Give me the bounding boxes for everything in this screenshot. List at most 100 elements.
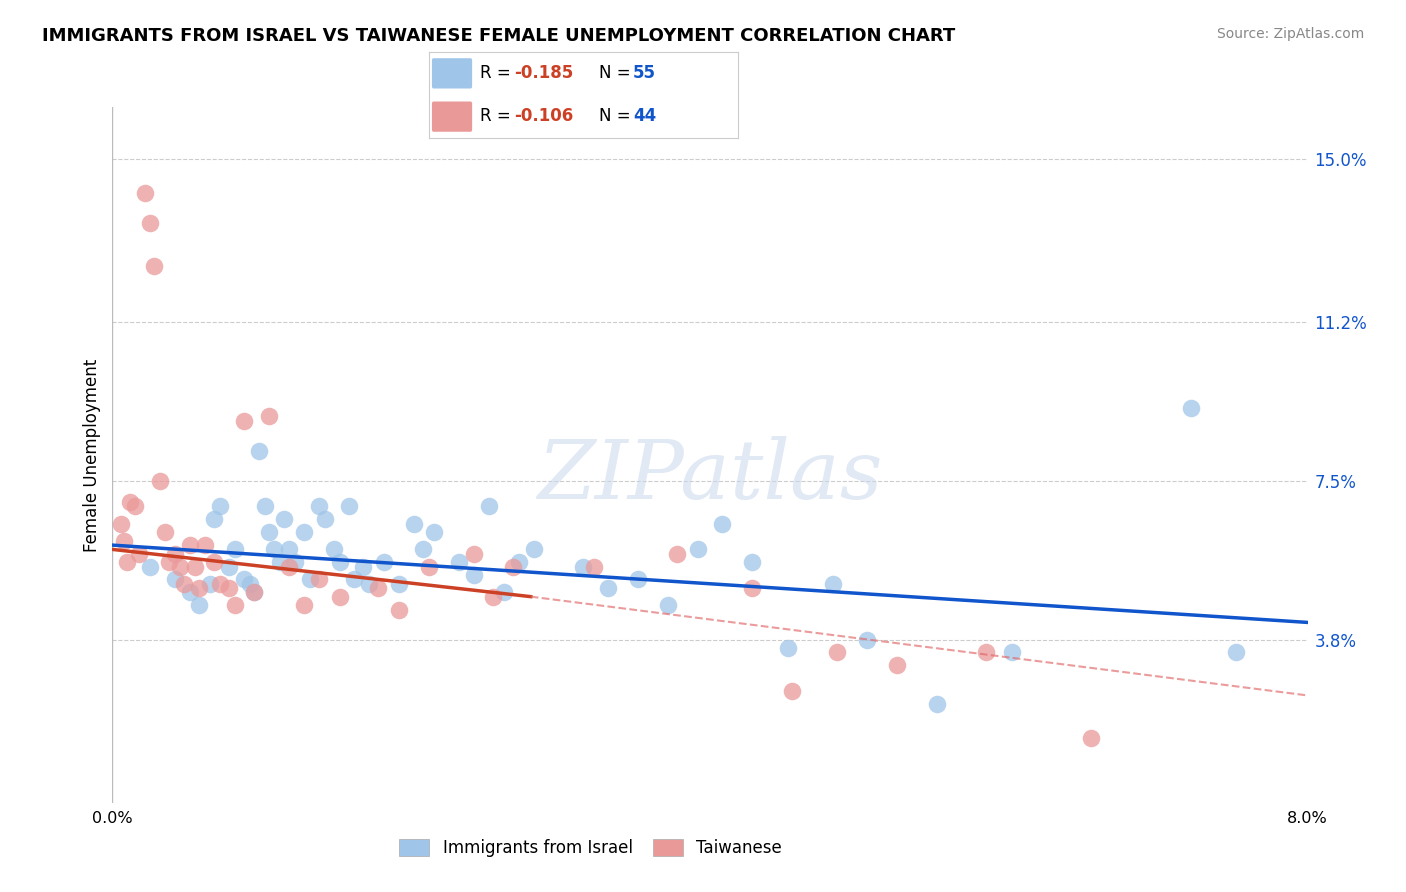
Text: 44: 44 — [633, 107, 657, 125]
Point — [277, 542, 299, 557]
Point — [284, 555, 307, 569]
Point — [447, 555, 470, 569]
Point — [218, 581, 240, 595]
Point — [741, 581, 763, 595]
Point — [482, 590, 505, 604]
Point — [263, 542, 285, 557]
Text: -0.106: -0.106 — [515, 107, 574, 125]
Point — [359, 576, 381, 591]
Point — [208, 500, 231, 514]
Point — [120, 495, 142, 509]
Point — [165, 573, 187, 587]
Point — [273, 512, 295, 526]
FancyBboxPatch shape — [432, 102, 472, 132]
Point — [388, 576, 411, 591]
Point — [322, 542, 344, 557]
Point — [373, 555, 395, 569]
Point — [478, 500, 501, 514]
Point — [153, 525, 176, 540]
Point — [232, 573, 256, 587]
Point — [298, 573, 321, 587]
Point — [328, 555, 352, 569]
Point — [776, 641, 799, 656]
Point — [508, 555, 530, 569]
Point — [183, 559, 205, 574]
Point — [134, 186, 156, 200]
Point — [343, 573, 366, 587]
Point — [253, 500, 276, 514]
Point — [194, 538, 217, 552]
Point — [243, 585, 266, 599]
Point — [492, 585, 515, 599]
Point — [247, 443, 270, 458]
Point — [239, 576, 262, 591]
Point — [422, 525, 444, 540]
Point — [582, 559, 605, 574]
Point — [337, 500, 360, 514]
Point — [314, 512, 336, 526]
Point — [188, 599, 211, 613]
Point — [259, 409, 281, 424]
Point — [502, 559, 524, 574]
Point — [925, 697, 948, 711]
Point — [143, 259, 166, 273]
Point — [179, 538, 201, 552]
FancyBboxPatch shape — [432, 58, 472, 88]
Point — [328, 590, 352, 604]
Point — [1001, 645, 1024, 659]
Point — [412, 542, 434, 557]
Point — [308, 573, 330, 587]
Point — [825, 645, 848, 659]
Point — [128, 547, 150, 561]
Point — [598, 581, 620, 595]
Text: Source: ZipAtlas.com: Source: ZipAtlas.com — [1216, 27, 1364, 41]
Point — [117, 555, 139, 569]
Point — [856, 632, 879, 647]
Point — [657, 599, 679, 613]
Point — [463, 568, 485, 582]
Point — [352, 559, 374, 574]
Point — [169, 559, 191, 574]
Text: IMMIGRANTS FROM ISRAEL VS TAIWANESE FEMALE UNEMPLOYMENT CORRELATION CHART: IMMIGRANTS FROM ISRAEL VS TAIWANESE FEMA… — [42, 27, 956, 45]
Point — [232, 413, 256, 427]
Point — [666, 547, 689, 561]
Text: R =: R = — [479, 107, 516, 125]
Text: N =: N = — [599, 107, 636, 125]
Point — [208, 576, 231, 591]
Point — [418, 559, 440, 574]
Point — [165, 547, 187, 561]
Y-axis label: Female Unemployment: Female Unemployment — [83, 359, 101, 551]
Point — [269, 555, 291, 569]
Point — [157, 555, 180, 569]
Point — [202, 512, 225, 526]
Point — [711, 516, 734, 531]
Point — [388, 602, 411, 616]
Point — [198, 576, 221, 591]
Text: ZIPatlas: ZIPatlas — [537, 436, 883, 516]
Point — [124, 500, 146, 514]
Point — [1080, 731, 1102, 746]
Text: -0.185: -0.185 — [515, 63, 574, 81]
Point — [114, 533, 135, 548]
Point — [292, 525, 315, 540]
Point — [173, 576, 195, 591]
Point — [741, 555, 763, 569]
Point — [367, 581, 389, 595]
Point — [149, 474, 172, 488]
Legend: Immigrants from Israel, Taiwanese: Immigrants from Israel, Taiwanese — [392, 832, 789, 864]
Point — [1180, 401, 1202, 415]
Point — [224, 599, 246, 613]
Point — [139, 559, 162, 574]
Point — [780, 684, 803, 698]
Point — [886, 658, 908, 673]
Text: 55: 55 — [633, 63, 657, 81]
Point — [110, 516, 132, 531]
Point — [404, 516, 426, 531]
Point — [277, 559, 299, 574]
Point — [202, 555, 225, 569]
Point — [218, 559, 240, 574]
Point — [976, 645, 998, 659]
Point — [572, 559, 595, 574]
Point — [243, 585, 266, 599]
Point — [179, 585, 201, 599]
